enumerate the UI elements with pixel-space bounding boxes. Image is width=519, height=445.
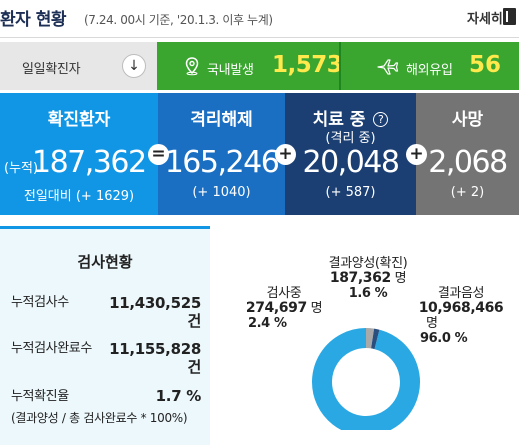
detail-link[interactable]: 자세히 [467, 12, 503, 27]
confirmed-value: 187,362 [32, 145, 147, 180]
death-delta: (+ 2) [450, 185, 485, 200]
airplane-icon [377, 59, 399, 75]
testing-pct: 2.4 % [248, 316, 287, 331]
confirmed-delta: 전일대비 (+ 1629) [23, 189, 135, 204]
total-tests-value-block: 11,430,525 건 [109, 294, 201, 330]
negative-value: 10,968,466 [418, 300, 504, 316]
treatment-value: 20,048 [302, 145, 400, 180]
test-result-donut-chart [312, 328, 420, 430]
positive-value-row: 187,362 명 [328, 270, 408, 287]
total-tests-label: 누적검사수 [11, 295, 69, 310]
plus-icon: + [275, 144, 296, 165]
negative-slice [312, 328, 420, 430]
treatment-title-row: 치료 중 ? [285, 105, 416, 130]
death-value: 2,068 [428, 145, 508, 180]
positive-value: 187,362 [329, 270, 391, 286]
treatment-delta: (+ 587) [325, 185, 376, 200]
positive-slice [370, 328, 380, 350]
domestic-value: 1,573 [272, 52, 343, 78]
positive-rate-label: 누적확진율 [11, 389, 69, 404]
completed-tests-unit: 건 [187, 358, 201, 376]
page-title: 환자 현황 [0, 10, 66, 30]
total-tests-value: 11,430,525 [109, 294, 201, 312]
treatment-title: 치료 중 [312, 110, 366, 130]
testing-result-label: 검사중 274,697 명 2.4 % [244, 286, 324, 331]
released-value: 165,246 [164, 145, 280, 180]
test-result-donut-area: 결과양성(확진) 187,362 명 1.6 % 검사중 274,697 명 2… [210, 226, 519, 445]
divider [339, 42, 341, 90]
test-status-title: 검사현황 [77, 253, 133, 271]
overseas-label: 해외유입 [406, 63, 453, 78]
positive-result-label: 결과양성(확진) 187,362 명 1.6 % [328, 256, 408, 301]
death-title: 사망 [451, 110, 484, 130]
daily-confirmed-bar: 일일확진자 ↓ 국내발생 1,573 해외유입 56 [0, 42, 519, 90]
confirmed-panel: 확진환자 (누적) 187,362 전일대비 (+ 1629) [0, 93, 158, 215]
arrow-down-icon[interactable]: ↓ [122, 54, 146, 78]
released-panel: 격리해제 165,246 (+ 1040) [158, 93, 285, 215]
released-delta: (+ 1040) [192, 185, 251, 200]
negative-pct: 96.0 % [420, 331, 468, 346]
test-status-panel: 검사현황 누적검사수 11,430,525 건 누적검사완료수 11,155,8… [0, 226, 210, 445]
positive-pct: 1.6 % [348, 286, 388, 301]
positive-unit: 명 [394, 271, 407, 286]
case-stats: 확진환자 (누적) 187,362 전일대비 (+ 1629) = 격리해제 1… [0, 93, 519, 215]
negative-label: 결과음성 [437, 286, 485, 301]
testing-value: 274,697 [245, 300, 307, 316]
page-subtitle: (7.24. 00시 기준, '20.1.3. 이후 누계) [84, 13, 273, 27]
testing-unit: 명 [310, 301, 323, 316]
confirmed-title: 확진환자 [47, 110, 111, 130]
testing-label: 검사중 [266, 286, 302, 301]
negative-unit: 명 [426, 316, 438, 331]
positive-label: 결과양성(확진) [328, 256, 408, 271]
negative-result-label: 결과음성 10,968,466 명 96.0 % [418, 286, 504, 346]
equals-icon: = [148, 144, 169, 165]
death-panel: 사망 2,068 (+ 2) [416, 93, 519, 215]
completed-tests-label: 누적검사완료수 [11, 341, 92, 356]
status-header: 환자 현황 (7.24. 00시 기준, '20.1.3. 이후 누계) 자세히 [0, 0, 519, 38]
plus-icon: + [406, 144, 427, 165]
daily-label: 일일확진자 [22, 62, 81, 77]
testing-value-row: 274,697 명 [244, 300, 324, 317]
confirmed-cumulative-label: (누적) [4, 161, 39, 176]
domestic-label: 국내발생 [207, 63, 254, 78]
completed-tests-value: 11,155,828 [109, 340, 201, 358]
total-tests-unit: 건 [187, 312, 201, 330]
overseas-value: 56 [469, 52, 502, 78]
treatment-subtitle: (격리 중) [325, 131, 376, 146]
positive-rate-note: (결과양성 / 총 검사완료수 * 100%) [11, 411, 188, 425]
positive-rate-value: 1.7 % [155, 387, 202, 405]
treatment-panel: 치료 중 ? (격리 중) 20,048 (+ 587) [285, 93, 416, 215]
map-pin-icon [185, 57, 199, 76]
completed-tests-value-block: 11,155,828 건 [109, 340, 201, 376]
released-title: 격리해제 [190, 110, 253, 130]
daily-label-box: 일일확진자 ↓ [0, 42, 157, 90]
document-icon[interactable] [503, 8, 516, 25]
question-circle-icon[interactable]: ? [373, 112, 389, 127]
